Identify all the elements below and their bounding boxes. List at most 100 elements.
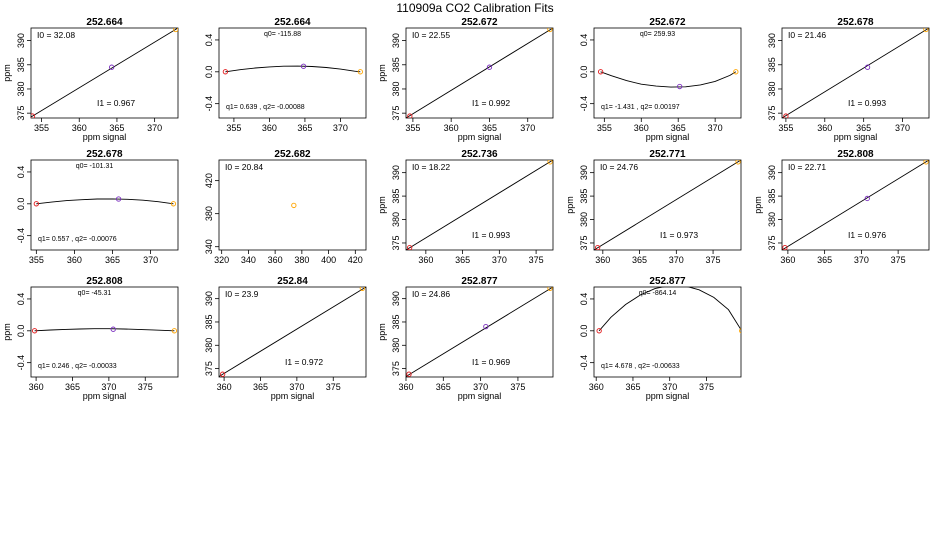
- x-tick-label: 375: [891, 255, 906, 265]
- y-tick-label: 0.0: [579, 66, 589, 79]
- plot-frame: [30, 286, 179, 378]
- slope-label: I1 = 0.973: [660, 230, 698, 240]
- x-tick-label: 375: [510, 382, 525, 392]
- x-tick-label: 355: [778, 123, 793, 133]
- panel-2: 252.664 355 360 365 370 -0.4 0.0 0.4 q0= -115.88…: [204, 17, 367, 133]
- x-tick-label: 365: [297, 123, 312, 133]
- data-point: [407, 245, 413, 250]
- y-tick-label: 390: [204, 291, 214, 306]
- x-tick-label: 360: [262, 123, 277, 133]
- fit-curve: [594, 160, 741, 250]
- slope-label: I1 = 0.976: [848, 230, 886, 240]
- data-point: [219, 371, 226, 377]
- plot-frame: [405, 159, 554, 251]
- y-tick-label: 385: [16, 57, 26, 72]
- fit-curve: [598, 287, 741, 332]
- panels-grid: 252.664 355 360 365 370 375 380 385 390 ppm signa…: [2, 17, 930, 401]
- plot-frame: [593, 286, 742, 378]
- x-axis-label: ppm signal: [646, 132, 690, 142]
- plot-frame: [218, 27, 367, 119]
- panel-8: 252.736 360 365 370 375 375 380 385 390 ppm I0 = 1…: [377, 149, 554, 265]
- slope-label: I1 = 0.972: [285, 357, 323, 367]
- x-tick-label: 375: [138, 382, 153, 392]
- intercept-label: I0 = 18.22: [412, 162, 450, 172]
- fit-curve: [34, 328, 175, 332]
- q-coeff-label: q1= 0.557 , q2= -0.00076: [38, 236, 117, 243]
- q-coeff-label: q1= 0.246 , q2= -0.00033: [38, 363, 117, 370]
- intercept-label: I0 = 22.55: [412, 30, 450, 40]
- fit-curve: [782, 160, 929, 250]
- y-tick-label: 0.4: [579, 293, 589, 306]
- fit-curve: [36, 198, 174, 205]
- panel-title: 252.84: [277, 276, 308, 287]
- data-point: [733, 69, 739, 75]
- panel-11: 252.808 360 365 370 375 -0.4 0.0 0.4 ppm signal p…: [2, 276, 179, 401]
- figure-title: 110909a CO2 Calibration Fits: [396, 1, 553, 15]
- data-point: [31, 113, 36, 118]
- y-axis-label: ppm: [753, 196, 763, 214]
- y-tick-label: 420: [204, 173, 214, 188]
- panel-4: 252.672 355 360 365 370 -0.4 0.0 0.4 ppm signal q…: [579, 17, 742, 142]
- x-tick-label: 365: [671, 123, 686, 133]
- x-tick-label: 370: [473, 382, 488, 392]
- intercept-label: I0 = 21.46: [788, 30, 826, 40]
- panel-title: 252.771: [649, 149, 686, 160]
- x-tick-label: 365: [109, 123, 124, 133]
- data-point: [357, 69, 363, 75]
- y-tick-label: 390: [767, 165, 777, 180]
- x-tick-label: 370: [895, 123, 910, 133]
- data-point: [486, 64, 493, 70]
- x-tick-label: 360: [72, 123, 87, 133]
- y-tick-label: 0.4: [16, 293, 26, 306]
- data-point: [33, 201, 39, 207]
- plot-frame: [405, 27, 554, 119]
- panel-title: 252.808: [837, 149, 874, 160]
- intercept-label: I0 = 24.76: [600, 162, 638, 172]
- y-tick-label: 380: [579, 212, 589, 227]
- y-tick-label: 375: [391, 235, 401, 250]
- data-point: [359, 287, 366, 292]
- x-tick-label: 355: [34, 123, 49, 133]
- y-tick-label: 0.0: [16, 198, 26, 211]
- data-point: [222, 69, 229, 75]
- x-axis-label: ppm signal: [83, 391, 127, 401]
- y-axis-label: ppm: [377, 323, 387, 341]
- panel-14: 252.877 360 365 370 375 -0.4 0.0 0.4 ppm signal q…: [579, 276, 742, 401]
- data-point: [739, 328, 741, 334]
- y-tick-label: -0.4: [579, 355, 589, 371]
- y-tick-label: -0.4: [204, 96, 214, 112]
- x-tick-label: 365: [817, 255, 832, 265]
- q0-label: q0= -115.88: [264, 31, 301, 38]
- data-point: [173, 28, 178, 33]
- y-tick-label: -0.4: [16, 355, 26, 371]
- panel-title: 252.664: [274, 17, 311, 28]
- y-tick-label: 390: [579, 165, 589, 180]
- data-point: [115, 196, 122, 202]
- plot-frame: [781, 27, 930, 119]
- y-tick-label: 385: [391, 189, 401, 204]
- data-point: [547, 28, 553, 33]
- y-tick-label: 385: [579, 189, 589, 204]
- x-tick-label: 365: [105, 255, 120, 265]
- data-point: [547, 160, 553, 165]
- x-tick-label: 355: [226, 123, 241, 133]
- fit-curve: [600, 71, 737, 88]
- data-point: [547, 287, 553, 292]
- data-point: [923, 160, 929, 165]
- x-tick-label: 370: [147, 123, 162, 133]
- y-tick-label: 380: [204, 206, 214, 221]
- data-point: [31, 328, 38, 334]
- data-point: [864, 195, 870, 202]
- slope-label: I1 = 0.992: [472, 98, 510, 108]
- data-point: [300, 63, 307, 69]
- data-point: [596, 328, 602, 334]
- panel-title: 252.678: [837, 17, 874, 28]
- plot-frame: [405, 286, 554, 378]
- q0-label: q0= -101.31: [76, 163, 114, 170]
- x-tick-label: 365: [253, 382, 268, 392]
- x-tick-label: 370: [333, 123, 348, 133]
- x-tick-label: 360: [595, 255, 610, 265]
- plot-frame: [30, 27, 179, 119]
- panel-1: 252.664 355 360 365 370 375 380 385 390 ppm signa…: [2, 17, 179, 142]
